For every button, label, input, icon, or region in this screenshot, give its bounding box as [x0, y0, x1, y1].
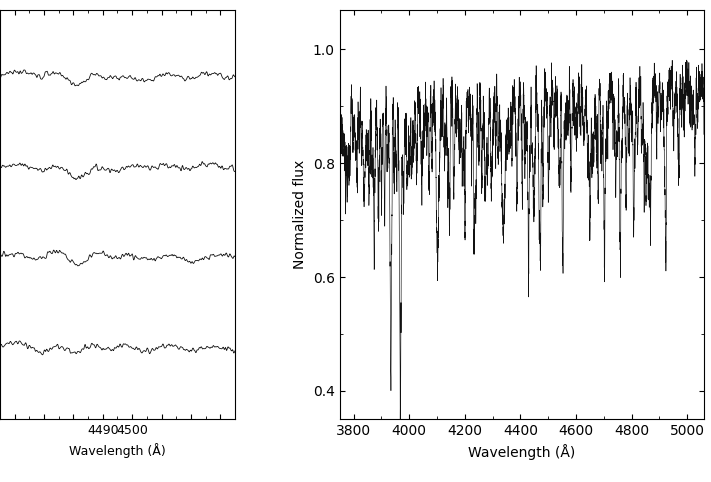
Y-axis label: Normalized flux: Normalized flux: [294, 160, 307, 269]
X-axis label: Wavelength (Å): Wavelength (Å): [69, 443, 166, 458]
X-axis label: Wavelength (Å): Wavelength (Å): [469, 444, 575, 460]
